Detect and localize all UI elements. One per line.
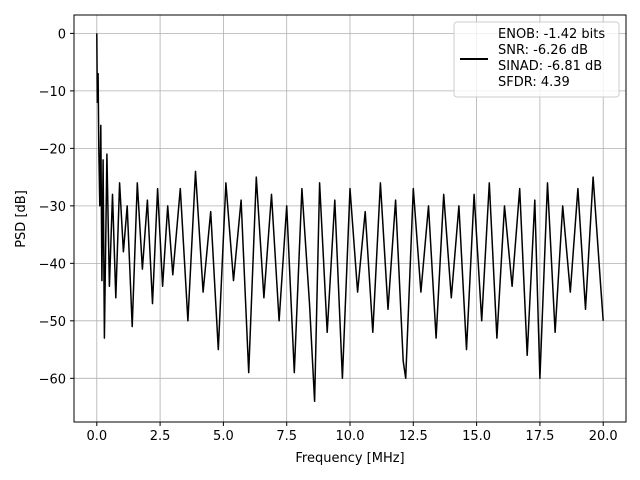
y-tick-label: −60 xyxy=(39,372,66,387)
y-tick-label: −30 xyxy=(39,200,66,215)
legend-line-sinad: SINAD: -6.81 dB xyxy=(498,59,602,74)
psd-series-line xyxy=(96,33,604,403)
y-tick-label: 0 xyxy=(58,27,66,42)
legend-line-snr: SNR: -6.26 dB xyxy=(498,43,588,58)
legend-line-enob: ENOB: -1.42 bits xyxy=(498,27,605,42)
x-tick-label: 17.5 xyxy=(525,429,554,444)
x-axis-label: Frequency [MHz] xyxy=(295,451,404,466)
series-layer xyxy=(96,33,604,403)
legend-box xyxy=(453,21,620,98)
y-tick-label: −40 xyxy=(39,257,66,272)
y-tick-label: −10 xyxy=(39,85,66,100)
y-axis-label: PSD [dB] xyxy=(14,190,29,248)
x-tick-label: 15.0 xyxy=(462,429,491,444)
y-tick-label: −50 xyxy=(39,315,66,330)
y-tick-label: −20 xyxy=(39,142,66,157)
x-tick-label: 2.5 xyxy=(150,429,171,444)
legend: ENOB: -1.42 bits SNR: -6.26 dB SINAD: -6… xyxy=(453,21,620,98)
x-tick-label: 0.0 xyxy=(86,429,107,444)
x-tick-label: 7.5 xyxy=(276,429,297,444)
legend-line-sfdr: SFDR: 4.39 xyxy=(498,75,570,90)
x-tick-label: 5.0 xyxy=(213,429,234,444)
x-axis-ticks: 0.0 2.5 5.0 7.5 10.0 12.5 15.0 17.5 20.0 xyxy=(86,422,618,444)
y-axis-ticks: 0 −10 −20 −30 −40 −50 −60 xyxy=(39,27,74,387)
x-tick-label: 20.0 xyxy=(589,429,618,444)
x-tick-label: 10.0 xyxy=(336,429,365,444)
x-tick-label: 12.5 xyxy=(399,429,428,444)
